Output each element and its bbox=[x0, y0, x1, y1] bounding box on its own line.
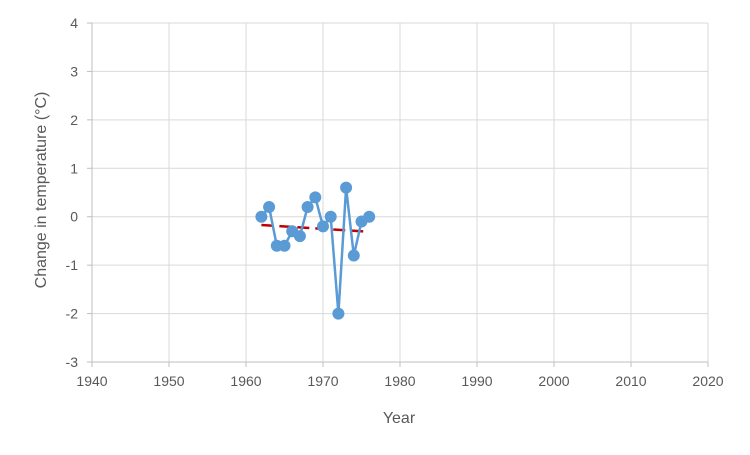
x-tick-label: 2020 bbox=[692, 373, 723, 389]
data-point bbox=[363, 210, 376, 223]
x-tick-label: 1970 bbox=[307, 373, 338, 389]
data-point bbox=[309, 191, 322, 204]
data-point bbox=[301, 201, 314, 214]
x-tick-label: 1960 bbox=[230, 373, 261, 389]
tick-labels: -3 -2 -1 0 1 2 3 4 1940 1950 1960 1970 1980 1990 2000 2… bbox=[66, 15, 724, 389]
x-axis-title: Year bbox=[383, 410, 416, 427]
y-tick-label: 1 bbox=[70, 160, 78, 176]
series-layer bbox=[255, 181, 376, 320]
data-point bbox=[332, 307, 345, 320]
data-point bbox=[278, 239, 291, 252]
y-tick-label: 0 bbox=[70, 209, 78, 225]
data-point bbox=[255, 210, 268, 223]
data-point bbox=[317, 220, 329, 233]
trendline-layer bbox=[261, 223, 370, 233]
data-point bbox=[347, 249, 360, 262]
gridlines bbox=[92, 22, 709, 362]
y-tick-label: 2 bbox=[70, 112, 78, 128]
y-tick-label: 4 bbox=[70, 15, 78, 31]
x-tick-label: 1980 bbox=[384, 373, 415, 389]
y-tick-label: -2 bbox=[66, 306, 79, 322]
y-tick-label: 3 bbox=[70, 63, 78, 79]
data-point bbox=[324, 210, 337, 223]
x-tick-label: 1940 bbox=[76, 373, 107, 389]
data-point bbox=[263, 201, 276, 214]
x-tick-label: 1950 bbox=[153, 373, 184, 389]
y-axis-title: Change in temperature (°C) bbox=[33, 92, 50, 289]
data-point bbox=[340, 181, 353, 194]
x-tick-label: 2010 bbox=[615, 373, 646, 389]
y-tick-label: -1 bbox=[66, 257, 79, 273]
x-tick-label: 1990 bbox=[461, 373, 492, 389]
trendline bbox=[261, 223, 370, 233]
data-point bbox=[293, 230, 306, 243]
x-tick-label: 2000 bbox=[538, 373, 569, 389]
y-tick-label: -3 bbox=[66, 354, 79, 370]
axes bbox=[87, 22, 709, 367]
